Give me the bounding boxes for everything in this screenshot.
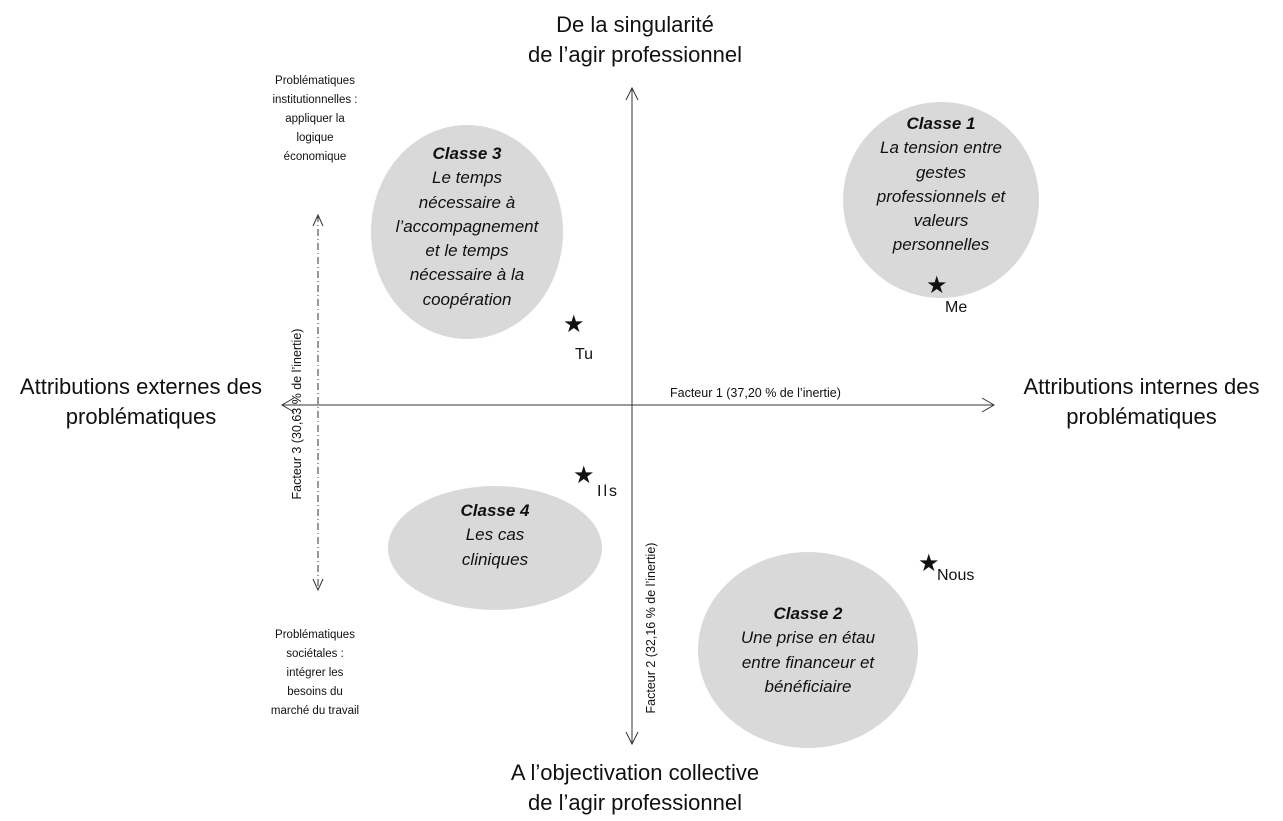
note-institutional-line: institutionnelles : xyxy=(272,94,358,106)
class-2-ellipse xyxy=(698,552,918,748)
note-institutional-line: logique xyxy=(296,132,334,144)
class-1-text: valeurs xyxy=(913,211,969,231)
class-4-ellipse xyxy=(388,486,602,610)
class-4-label: Classe 4 Les cas cliniques xyxy=(430,499,560,572)
factor3-axis-arrow-top xyxy=(312,213,324,227)
star-icon: ★ xyxy=(573,462,595,489)
pole-top-line2: de l’agir professionnel xyxy=(527,42,743,67)
pole-right-line2: problématiques xyxy=(1066,404,1217,429)
class-4-text: Les cas xyxy=(465,525,525,545)
factor2-axis-arrow-bottom xyxy=(625,731,639,746)
pole-top: De la singularité de l’agir professionne… xyxy=(470,10,800,70)
note-institutional-line: Problématiques xyxy=(275,75,355,87)
factor1-axis-arrow-right xyxy=(981,397,995,413)
pronoun-ils: Ils xyxy=(597,483,619,500)
class-2-title: Classe 2 xyxy=(773,604,843,623)
class-1-text: personnelles xyxy=(892,235,990,255)
pole-top-line1: De la singularité xyxy=(556,12,714,37)
factor1-axis-arrow-left xyxy=(281,397,295,413)
class-2-label: Classe 2 Une prise en étau entre finance… xyxy=(728,602,888,699)
pole-bottom-line1: A l’objectivation collective xyxy=(510,760,760,785)
pole-right: Attributions internes des problématiques xyxy=(1000,372,1283,432)
class-4-text: cliniques xyxy=(461,549,529,569)
class-2-text: Une prise en étau xyxy=(740,628,876,648)
class-2-text: bénéficiaire xyxy=(764,676,852,696)
pronoun-tu: Tu xyxy=(575,346,594,363)
class-3-text: l’accompagnement xyxy=(395,216,539,236)
class-1-text: professionnels et xyxy=(876,186,1006,206)
note-societal-line: Problématiques xyxy=(275,629,355,641)
class-3-title: Classe 3 xyxy=(432,144,502,163)
class-3-text: et le temps xyxy=(425,241,509,261)
star-icon: ★ xyxy=(563,311,585,338)
note-institutional-line: appliquer la xyxy=(285,113,345,125)
class-3-label: Classe 3 Le temps nécessaire à l’accompa… xyxy=(367,142,567,312)
pronoun-nous: Nous xyxy=(937,567,975,584)
note-societal-line: besoins du xyxy=(287,686,343,698)
pole-right-line1: Attributions internes des xyxy=(1023,374,1260,399)
class-1-text: gestes xyxy=(915,162,967,182)
class-2-text: entre financeur et xyxy=(741,652,875,672)
note-societal: Problématiques sociétales : intégrer les… xyxy=(240,626,390,721)
note-societal-line: intégrer les xyxy=(286,667,344,679)
class-3-text: nécessaire à la xyxy=(409,265,525,285)
pole-bottom-line2: de l’agir professionnel xyxy=(527,790,743,815)
class-1-title: Classe 1 xyxy=(906,114,976,133)
note-institutional: Problématiques institutionnelles : appli… xyxy=(240,72,390,167)
factor3-axis-arrow-bottom xyxy=(312,578,324,592)
class-1-ellipse xyxy=(843,102,1039,298)
note-societal-line: sociétales : xyxy=(286,648,344,660)
class-4-title: Classe 4 xyxy=(460,501,530,520)
pole-left: Attributions externes des problématiques xyxy=(0,372,282,432)
note-societal-line: marché du travail xyxy=(270,705,360,717)
class-1-label: Classe 1 La tension entre gestes profess… xyxy=(866,112,1016,258)
pole-left-line2: problématiques xyxy=(65,404,217,429)
star-icon: ★ xyxy=(918,550,940,577)
factor2-label: Facteur 2 (32,16 % de l’inertie) xyxy=(644,542,658,714)
factor1-label: Facteur 1 (37,20 % de l’inertie) xyxy=(670,386,841,400)
class-1-text: La tension entre xyxy=(880,138,1002,158)
pronoun-me: Me xyxy=(945,299,968,316)
class-3-text: nécessaire à xyxy=(418,192,516,212)
class-3-text: Le temps xyxy=(432,168,502,188)
factor2-axis-arrow-top xyxy=(625,86,639,101)
pole-left-line1: Attributions externes des xyxy=(19,374,263,399)
note-institutional-line: économique xyxy=(283,151,347,163)
pole-bottom: A l’objectivation collective de l’agir p… xyxy=(450,758,820,818)
star-icon: ★ xyxy=(926,272,948,299)
class-3-text: coopération xyxy=(422,289,512,309)
class-3-ellipse xyxy=(371,125,563,339)
factor3-label: Facteur 3 (30,63 % de l’inertie) xyxy=(290,328,304,500)
